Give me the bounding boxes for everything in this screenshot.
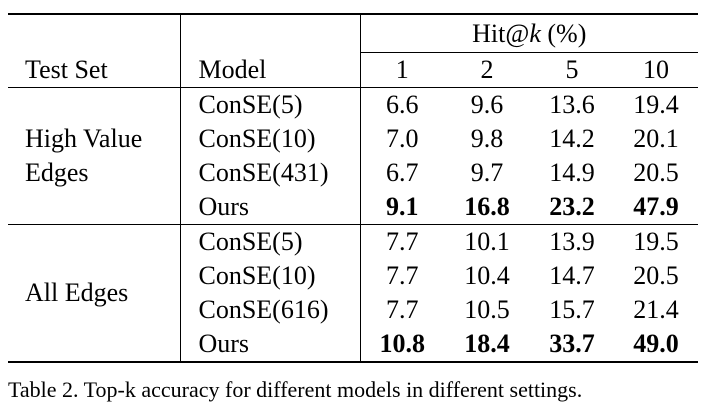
value-cell: 14.7 bbox=[549, 261, 595, 290]
value-cell: 19.4 bbox=[614, 87, 699, 122]
value-cell: 13.9 bbox=[530, 224, 614, 259]
table-row: ConSE(10) 7.0 9.8 14.2 20.1 bbox=[8, 122, 698, 156]
hit-prefix: Hit@ bbox=[472, 18, 530, 48]
model-cell: ConSE(5) bbox=[180, 87, 361, 122]
group-label-high-value-edges: High Value Edges bbox=[8, 87, 181, 225]
model-cell: ConSE(431) bbox=[180, 156, 361, 190]
table-row: ConSE(616) 7.7 10.5 15.7 21.4 bbox=[8, 293, 698, 327]
model-cell: ConSE(616) bbox=[180, 293, 361, 327]
header-empty-model bbox=[180, 13, 361, 53]
table-row: High Value Edges ConSE(5) 6.6 9.6 13.6 19… bbox=[8, 87, 699, 225]
header-row-columns: Test Set Model 1 2 5 10 bbox=[8, 52, 698, 88]
table-row: Ours 9.1 16.8 23.2 47.9 bbox=[8, 190, 698, 225]
value-cell: 7.7 bbox=[360, 224, 444, 259]
value-cell: 13.6 bbox=[530, 87, 614, 122]
header-model: Model bbox=[180, 52, 361, 88]
value-cell-best: 18.4 bbox=[444, 327, 530, 363]
table-row: ConSE(10) 7.7 10.4 14.7 20.5 bbox=[8, 259, 698, 293]
value-cell: 9.7 bbox=[470, 158, 504, 187]
value-cell: 6.6 bbox=[360, 87, 444, 122]
group-label-line1: High Value bbox=[25, 124, 143, 153]
group-label-line2: Edges bbox=[25, 158, 89, 187]
hit-k: k bbox=[529, 18, 541, 48]
value-cell-best: 49.0 bbox=[614, 327, 699, 363]
value-cell-best: 9.1 bbox=[386, 192, 419, 221]
value-cell-best: 33.7 bbox=[530, 327, 614, 363]
value-cell: 7.7 bbox=[386, 295, 419, 324]
value-cell-best: 23.2 bbox=[549, 192, 595, 221]
model-cell: ConSE(10) bbox=[180, 259, 361, 293]
table-row: Ours 10.8 18.4 33.7 49.0 bbox=[8, 327, 699, 363]
value-cell: 9.8 bbox=[470, 124, 504, 153]
table-row: All Edges ConSE(5) 7.7 10.1 13.9 19.5 bbox=[8, 224, 699, 363]
model-cell: ConSE(5) bbox=[180, 224, 361, 259]
group-label-all-edges: All Edges bbox=[8, 224, 181, 363]
header-k-2: 2 bbox=[480, 55, 494, 84]
value-cell-best: 47.9 bbox=[633, 192, 679, 221]
header-empty-test bbox=[8, 13, 181, 53]
header-test-set: Test Set bbox=[8, 52, 181, 88]
value-cell: 20.5 bbox=[633, 158, 679, 187]
table-row: ConSE(431) 6.7 9.7 14.9 20.5 bbox=[8, 156, 698, 190]
header-hit-at-k: Hit@k (%) bbox=[360, 13, 699, 53]
header-k-5: 5 bbox=[565, 55, 579, 84]
value-cell: 10.5 bbox=[464, 295, 510, 324]
table-caption: Table 2. Top-k accuracy for different mo… bbox=[8, 377, 583, 402]
value-cell: 19.5 bbox=[614, 224, 699, 259]
value-cell: 21.4 bbox=[633, 295, 679, 324]
value-cell: 15.7 bbox=[549, 295, 595, 324]
value-cell: 6.7 bbox=[386, 158, 419, 187]
value-cell: 7.0 bbox=[386, 124, 419, 153]
value-cell: 14.9 bbox=[549, 158, 595, 187]
value-cell-best: 10.8 bbox=[360, 327, 444, 363]
hit-suffix: (%) bbox=[540, 18, 587, 48]
value-cell: 9.6 bbox=[444, 87, 530, 122]
model-cell: Ours bbox=[180, 190, 361, 225]
results-table-container: Hit@k (%) Test Set Model 1 2 5 10 High V… bbox=[8, 13, 699, 363]
value-cell: 10.1 bbox=[444, 224, 530, 259]
value-cell-best: 16.8 bbox=[464, 192, 510, 221]
group-label-line1: All Edges bbox=[25, 278, 129, 307]
header-k-1: 1 bbox=[395, 55, 409, 84]
header-k-10: 10 bbox=[643, 55, 669, 84]
results-table: Hit@k (%) Test Set Model 1 2 5 10 High V… bbox=[8, 13, 699, 363]
value-cell: 20.1 bbox=[633, 124, 679, 153]
value-cell: 10.4 bbox=[464, 261, 510, 290]
value-cell: 7.7 bbox=[386, 261, 419, 290]
model-cell: Ours bbox=[180, 327, 361, 363]
model-cell: ConSE(10) bbox=[180, 122, 361, 156]
value-cell: 14.2 bbox=[549, 124, 595, 153]
value-cell: 20.5 bbox=[633, 261, 679, 290]
header-row-hit: Hit@k (%) bbox=[8, 13, 699, 53]
